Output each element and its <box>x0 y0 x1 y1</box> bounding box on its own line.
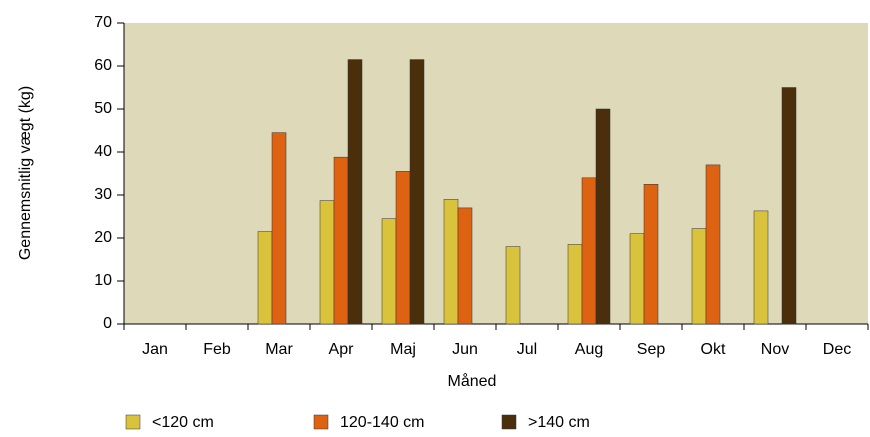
y-tick-label: 30 <box>94 186 112 203</box>
y-axis-label: Gennemsnitlig vægt (kg) <box>17 86 34 260</box>
legend-label: >140 cm <box>528 414 590 431</box>
x-tick-label: Aug <box>575 341 603 358</box>
y-tick-label: 50 <box>94 100 112 117</box>
bar <box>581 177 597 325</box>
bar <box>781 87 797 325</box>
bar <box>257 231 273 325</box>
x-axis-label: Måned <box>448 372 497 390</box>
bar <box>381 218 397 325</box>
bar <box>643 184 659 325</box>
legend-label: <120 cm <box>152 414 214 431</box>
x-tick-label: Jul <box>517 341 537 358</box>
legend-swatch <box>501 414 517 430</box>
x-tick-label: Feb <box>203 341 231 358</box>
bar <box>347 59 363 325</box>
x-tick-label: Maj <box>390 341 416 358</box>
bar <box>319 200 335 325</box>
bar <box>271 132 287 325</box>
bar <box>333 156 349 325</box>
x-tick-label: Apr <box>329 341 355 358</box>
bar <box>691 228 707 325</box>
x-tick-label: Jun <box>452 341 478 358</box>
y-tick-label: 10 <box>94 272 112 289</box>
x-tick-label: Mar <box>265 341 293 358</box>
bar <box>567 244 583 325</box>
bar <box>595 108 611 325</box>
bar <box>629 233 645 325</box>
y-tick-label: 20 <box>94 229 112 246</box>
bar <box>505 246 521 325</box>
bar <box>753 210 769 325</box>
y-tick-label: 40 <box>94 143 112 160</box>
legend-label: 120-140 cm <box>340 414 425 431</box>
y-tick-label: 70 <box>94 14 112 31</box>
bar <box>395 171 411 325</box>
x-tick-label: Dec <box>823 341 851 358</box>
legend-swatch <box>313 414 329 430</box>
x-tick-label: Jan <box>142 341 168 358</box>
bar <box>443 199 459 325</box>
plot-background <box>124 23 868 324</box>
x-tick-label: Sep <box>637 341 666 358</box>
bar <box>457 207 473 325</box>
x-tick-label: Nov <box>761 341 789 358</box>
y-tick-label: 60 <box>94 57 112 74</box>
legend-swatch <box>125 414 141 430</box>
bar <box>705 164 721 325</box>
y-tick-label: 0 <box>103 315 112 332</box>
x-tick-label: Okt <box>701 341 726 358</box>
bar <box>409 59 425 325</box>
